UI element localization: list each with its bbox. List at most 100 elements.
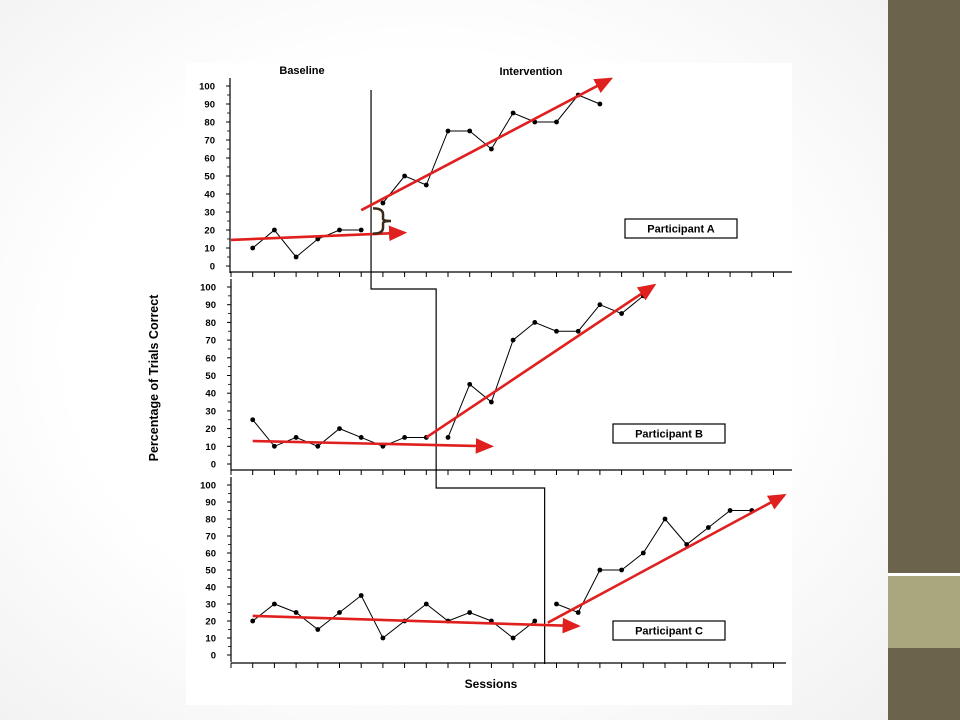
participant-label-box	[624, 218, 738, 239]
level-change-brace	[373, 207, 392, 235]
participant-label-box	[612, 620, 726, 641]
data-point	[358, 435, 364, 440]
y-tick-label: 0	[211, 460, 216, 471]
data-point	[272, 227, 277, 233]
data-point	[272, 443, 277, 449]
y-axis-label: Percentage of Trials Correct	[147, 294, 161, 462]
figure-panel-background	[186, 63, 792, 705]
y-tick-label: 90	[205, 300, 216, 311]
data-point	[662, 516, 668, 522]
data-point	[467, 610, 473, 615]
y-tick-label: 30	[204, 208, 215, 219]
y-tick-label: 100	[200, 481, 216, 492]
data-point	[619, 567, 624, 573]
data-point	[597, 302, 603, 308]
phase-label-baseline: Baseline	[279, 65, 324, 77]
data-point	[532, 618, 538, 624]
y-tick-label: 70	[204, 136, 215, 147]
y-tick-label: 70	[205, 532, 216, 543]
data-point	[402, 173, 407, 179]
intervention-series-line	[447, 295, 644, 438]
data-point	[532, 320, 538, 325]
data-point	[293, 254, 299, 260]
participant-label-box	[612, 423, 726, 444]
data-point	[337, 610, 342, 615]
data-point	[640, 550, 646, 556]
y-tick-label: 80	[205, 318, 216, 329]
data-point	[510, 337, 516, 343]
y-tick-label: 30	[205, 406, 216, 417]
data-point	[619, 311, 624, 316]
y-tick-label: 40	[205, 583, 216, 594]
data-point	[423, 182, 429, 188]
y-tick-label: 40	[204, 190, 215, 201]
intervention-series-line	[556, 510, 752, 614]
x-axis-label: Sessions	[465, 677, 518, 691]
y-tick-label: 50	[205, 566, 216, 577]
y-tick-label: 10	[204, 244, 215, 255]
data-point	[467, 128, 473, 134]
intervention-trend-arrow	[425, 283, 657, 439]
y-tick-label: 40	[205, 389, 216, 400]
data-point	[315, 443, 321, 449]
data-point	[445, 435, 451, 440]
side-bar-divider	[888, 573, 960, 576]
data-point	[554, 328, 559, 334]
participant-label: Participant B	[635, 429, 703, 441]
data-point	[380, 200, 386, 206]
side-bar-accent-block	[888, 576, 960, 648]
intervention-trend-arrow	[360, 77, 614, 212]
multiple-baseline-figure: 0102030405060708090100010203040506070809…	[147, 63, 792, 705]
y-tick-label: 10	[205, 634, 216, 645]
intervention-trend-arrow	[547, 493, 787, 624]
data-point	[489, 146, 494, 152]
baseline-trend-arrow	[252, 438, 494, 454]
baseline-series-line	[252, 594, 536, 639]
phase-label-intervention: Intervention	[500, 66, 563, 78]
y-tick-label: 70	[205, 336, 216, 347]
y-tick-label: 20	[205, 424, 216, 435]
y-tick-label: 100	[199, 82, 215, 93]
y-tick-label: 90	[204, 100, 215, 111]
y-tick-label: 80	[204, 118, 215, 129]
y-tick-label: 50	[205, 371, 216, 382]
participant-label: Participant C	[635, 626, 703, 638]
phase-change-line	[370, 90, 546, 664]
baseline-series-line	[252, 229, 362, 258]
data-point	[250, 245, 256, 251]
y-tick-label: 100	[200, 283, 216, 294]
y-tick-label: 60	[204, 154, 215, 165]
baseline-trend-arrow	[252, 614, 581, 634]
y-tick-label: 60	[205, 353, 216, 364]
data-point	[358, 227, 364, 233]
y-tick-label: 0	[211, 651, 216, 662]
data-point	[293, 610, 299, 615]
participant-label: Participant A	[647, 224, 714, 236]
y-tick-label: 10	[205, 442, 216, 453]
y-tick-label: 60	[205, 549, 216, 560]
data-point	[358, 593, 364, 598]
y-tick-label: 20	[204, 226, 215, 237]
y-tick-label: 80	[205, 515, 216, 526]
data-point	[575, 610, 581, 615]
data-point	[489, 399, 494, 405]
data-point	[293, 435, 299, 440]
data-point	[402, 435, 407, 440]
data-point	[380, 635, 386, 641]
data-point	[684, 542, 690, 547]
data-point	[250, 417, 256, 423]
data-point	[315, 627, 321, 632]
data-point	[727, 508, 733, 513]
data-point	[510, 110, 516, 116]
data-point	[575, 328, 581, 334]
data-point	[315, 236, 321, 242]
data-point	[597, 101, 603, 107]
data-point	[445, 128, 451, 134]
data-point	[337, 227, 342, 233]
data-point	[250, 618, 256, 624]
data-point	[467, 381, 473, 387]
y-tick-label: 0	[210, 262, 215, 273]
y-tick-label: 20	[205, 617, 216, 628]
y-tick-label: 50	[204, 172, 215, 183]
data-point	[272, 601, 277, 607]
